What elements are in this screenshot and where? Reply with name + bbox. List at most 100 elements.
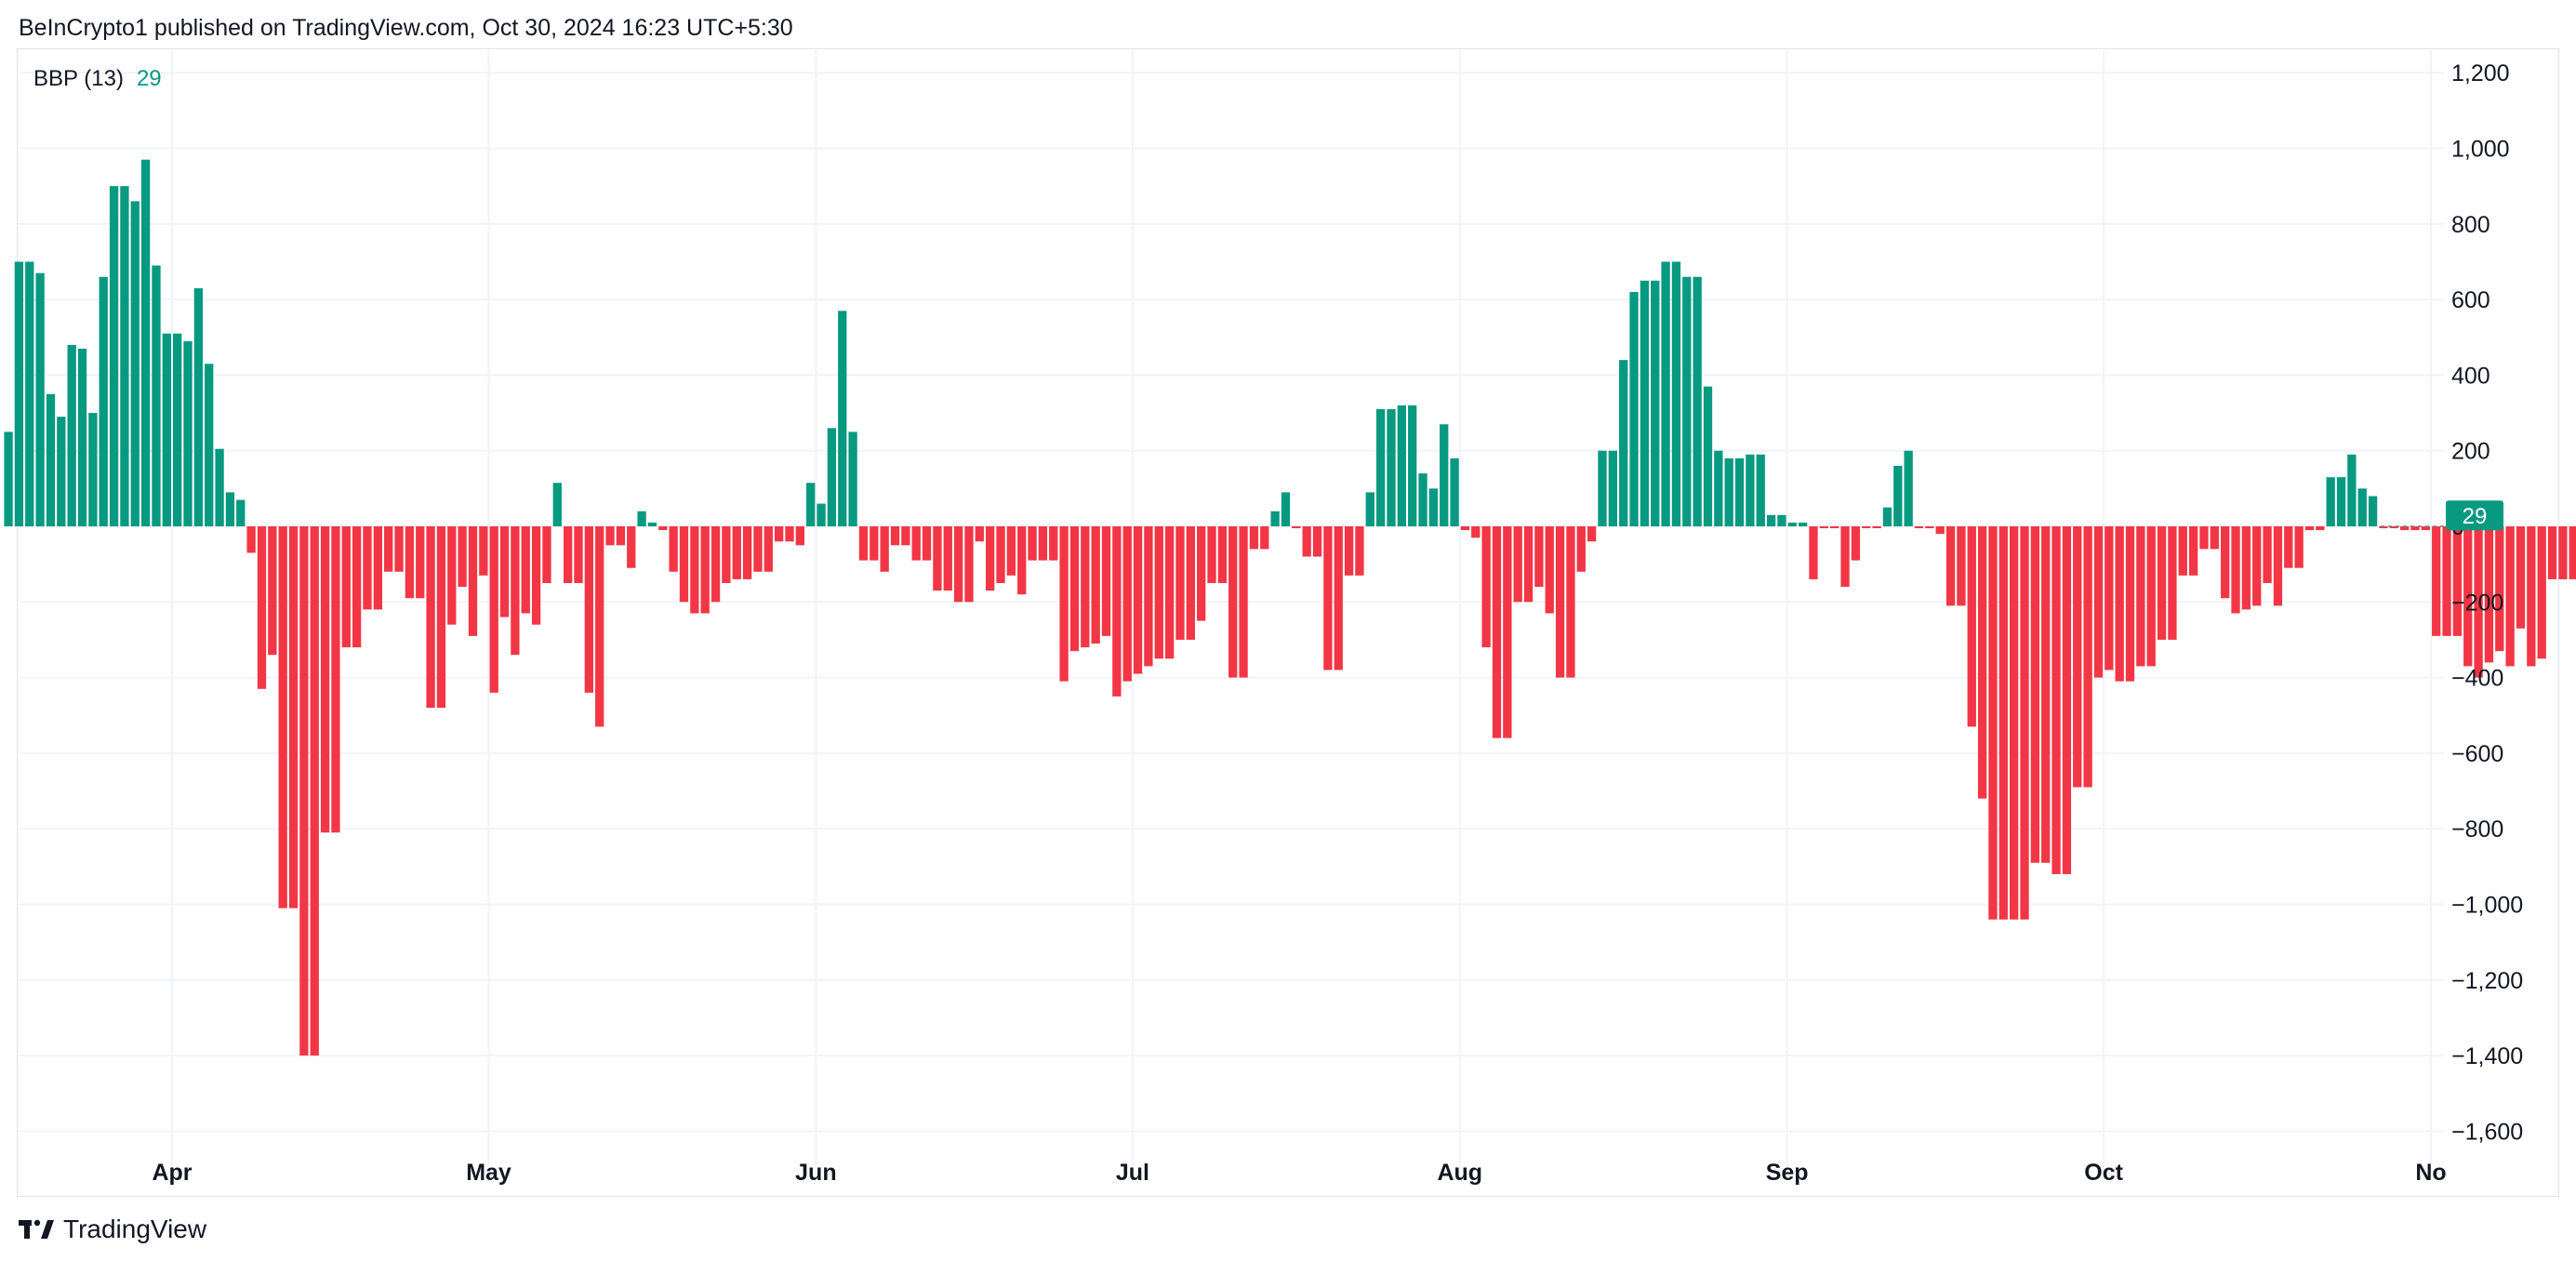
histogram-bar[interactable]	[1998, 526, 2008, 920]
histogram-bar[interactable]	[1545, 526, 1554, 614]
histogram-bar[interactable]	[2125, 526, 2135, 682]
histogram-bar[interactable]	[996, 526, 1005, 583]
histogram-bar[interactable]	[2199, 526, 2209, 550]
histogram-bar[interactable]	[1967, 526, 1976, 727]
histogram-bar[interactable]	[2516, 526, 2526, 629]
histogram-bar[interactable]	[25, 261, 34, 526]
histogram-bar[interactable]	[1598, 450, 1607, 526]
histogram-bar[interactable]	[2284, 526, 2293, 568]
histogram-bar[interactable]	[753, 526, 763, 572]
histogram-bar[interactable]	[2146, 526, 2156, 667]
histogram-bar[interactable]	[278, 526, 287, 909]
histogram-bar[interactable]	[2474, 526, 2483, 678]
histogram-bar[interactable]	[552, 483, 562, 526]
histogram-bar[interactable]	[268, 526, 277, 656]
histogram-bar[interactable]	[1830, 526, 1839, 529]
histogram-bar[interactable]	[943, 526, 952, 591]
histogram-bar[interactable]	[595, 526, 604, 727]
histogram-bar[interactable]	[426, 526, 435, 709]
histogram-bar[interactable]	[2421, 526, 2430, 531]
histogram-bar[interactable]	[1851, 526, 1861, 561]
histogram-bar[interactable]	[605, 526, 615, 546]
histogram-bar[interactable]	[827, 428, 837, 526]
histogram-bar[interactable]	[1862, 526, 1871, 529]
histogram-bar[interactable]	[1904, 450, 1913, 526]
histogram-bar[interactable]	[953, 526, 963, 603]
histogram-bar[interactable]	[2115, 526, 2124, 682]
histogram-bar[interactable]	[109, 186, 119, 526]
histogram-bar[interactable]	[669, 526, 678, 572]
histogram-bar[interactable]	[2484, 526, 2494, 663]
histogram-bar[interactable]	[1375, 408, 1386, 526]
histogram-bar[interactable]	[1734, 458, 1745, 526]
histogram-bar[interactable]	[1513, 526, 1522, 603]
histogram-bar[interactable]	[215, 448, 224, 526]
histogram-bar[interactable]	[2452, 526, 2463, 636]
histogram-bar[interactable]	[1081, 526, 1090, 648]
histogram-bar[interactable]	[67, 344, 76, 526]
histogram-bar[interactable]	[2178, 526, 2187, 576]
histogram-bar[interactable]	[1397, 405, 1406, 526]
histogram-bar[interactable]	[436, 526, 446, 709]
histogram-bar[interactable]	[2558, 526, 2568, 579]
histogram-bar[interactable]	[183, 340, 193, 526]
histogram-bar[interactable]	[2432, 526, 2441, 636]
histogram-bar[interactable]	[1819, 526, 1828, 529]
histogram-bar[interactable]	[1977, 526, 1987, 799]
histogram-bar[interactable]	[1270, 511, 1280, 526]
histogram-bar[interactable]	[331, 526, 340, 833]
histogram-bar[interactable]	[1882, 507, 1892, 526]
histogram-bar[interactable]	[2188, 526, 2198, 576]
histogram-bar[interactable]	[1418, 473, 1427, 526]
histogram-bar[interactable]	[1028, 526, 1037, 561]
histogram-bar[interactable]	[2357, 488, 2367, 526]
histogram-bar[interactable]	[99, 276, 108, 526]
histogram-bar[interactable]	[1957, 526, 1966, 606]
histogram-bar[interactable]	[120, 186, 129, 526]
histogram-bar[interactable]	[637, 511, 646, 526]
histogram-bar[interactable]	[1428, 488, 1439, 526]
histogram-bar[interactable]	[246, 526, 256, 553]
histogram-bar[interactable]	[394, 526, 404, 572]
histogram-bar[interactable]	[2157, 526, 2167, 640]
histogram-bar[interactable]	[1260, 526, 1269, 550]
histogram-bar[interactable]	[2231, 526, 2240, 614]
histogram-bar[interactable]	[1872, 526, 1881, 529]
histogram-bar[interactable]	[933, 526, 942, 591]
histogram-bar[interactable]	[1228, 526, 1238, 678]
histogram-bar[interactable]	[1344, 526, 1354, 576]
histogram-bar[interactable]	[458, 526, 467, 588]
histogram-bar[interactable]	[363, 526, 372, 610]
histogram-bar[interactable]	[795, 526, 805, 546]
histogram-bar[interactable]	[2252, 526, 2262, 606]
histogram-bar[interactable]	[1914, 526, 1924, 529]
histogram-bar[interactable]	[858, 526, 869, 561]
histogram-bar[interactable]	[627, 526, 636, 568]
histogram-bar[interactable]	[732, 526, 741, 579]
histogram-bar[interactable]	[140, 159, 151, 526]
histogram-bar[interactable]	[479, 526, 488, 576]
histogram-bar[interactable]	[1988, 526, 1998, 920]
histogram-bar[interactable]	[1798, 522, 1808, 526]
histogram-bar[interactable]	[2210, 526, 2219, 550]
histogram-bar[interactable]	[1387, 408, 1396, 526]
histogram-bar[interactable]	[288, 526, 299, 909]
histogram-bar[interactable]	[77, 348, 87, 526]
histogram-bar[interactable]	[1587, 526, 1597, 542]
histogram-bar[interactable]	[1091, 526, 1100, 644]
histogram-bar[interactable]	[880, 526, 889, 572]
histogram-bar[interactable]	[1724, 458, 1733, 526]
histogram-bar[interactable]	[2336, 477, 2346, 526]
histogram-bar[interactable]	[1629, 291, 1639, 526]
histogram-bar[interactable]	[584, 526, 593, 693]
histogram-bar[interactable]	[2347, 454, 2357, 526]
histogram-bar[interactable]	[1640, 280, 1650, 526]
histogram-bar[interactable]	[1365, 492, 1374, 526]
histogram-bar[interactable]	[1935, 526, 1945, 535]
histogram-bar[interactable]	[1122, 526, 1132, 682]
histogram-bar[interactable]	[1017, 526, 1027, 595]
histogram-bar[interactable]	[1334, 526, 1343, 670]
histogram-bar[interactable]	[1703, 386, 1713, 526]
histogram-bar[interactable]	[563, 526, 573, 583]
